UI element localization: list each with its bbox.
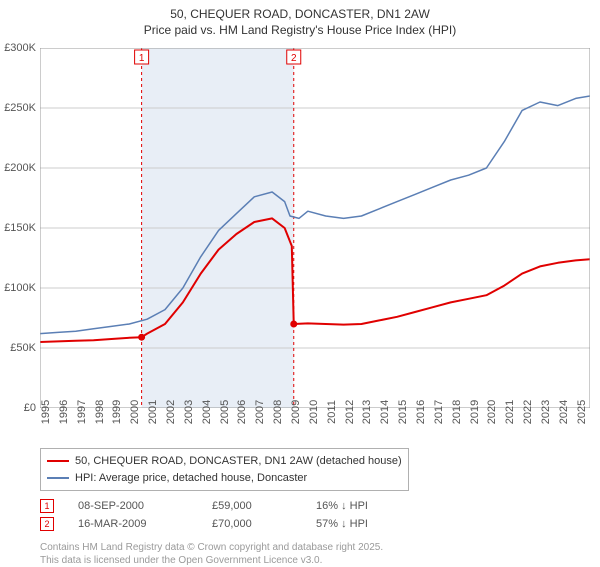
- sale-diff: 57% ↓ HPI: [316, 518, 416, 530]
- title-address: 50, CHEQUER ROAD, DONCASTER, DN1 2AW: [0, 6, 600, 22]
- title-subtitle: Price paid vs. HM Land Registry's House …: [0, 22, 600, 38]
- legend-label: HPI: Average price, detached house, Donc…: [75, 470, 307, 487]
- y-tick-label: £0: [0, 402, 36, 414]
- footer-line-2: This data is licensed under the Open Gov…: [40, 554, 590, 567]
- series-hpi: [40, 96, 590, 334]
- svg-text:1: 1: [139, 53, 145, 64]
- x-tick-label: 1997: [76, 400, 88, 424]
- x-tick-label: 2017: [433, 400, 445, 424]
- x-tick-label: 2023: [540, 400, 552, 424]
- sale-date: 08-SEP-2000: [78, 500, 188, 512]
- line-chart: 12: [40, 48, 590, 408]
- footer-attribution: Contains HM Land Registry data © Crown c…: [40, 541, 590, 567]
- sale-price: £70,000: [212, 518, 292, 530]
- legend-swatch: [47, 477, 69, 479]
- sale-diff: 16% ↓ HPI: [316, 500, 416, 512]
- legend-item: 50, CHEQUER ROAD, DONCASTER, DN1 2AW (de…: [47, 453, 402, 470]
- chart-area: £0£50K£100K£150K£200K£250K£300K 12 19951…: [40, 48, 590, 408]
- x-tick-label: 2009: [290, 400, 302, 424]
- sale-marker: 2: [40, 517, 54, 531]
- sale-dot: [138, 334, 145, 341]
- event-marker: 1: [135, 50, 149, 64]
- y-tick-label: £100K: [0, 282, 36, 294]
- x-tick-label: 2019: [469, 400, 481, 424]
- sale-dot: [290, 321, 297, 328]
- sale-date: 16-MAR-2009: [78, 518, 188, 530]
- x-tick-label: 2020: [486, 400, 498, 424]
- x-tick-label: 2013: [361, 400, 373, 424]
- series-price_paid: [40, 218, 590, 342]
- x-tick-label: 2010: [308, 400, 320, 424]
- y-tick-label: £200K: [0, 162, 36, 174]
- sales-table: 1 08-SEP-2000 £59,000 16% ↓ HPI 2 16-MAR-2009…: [40, 497, 590, 533]
- legend-swatch: [47, 460, 69, 462]
- x-tick-label: 1995: [40, 400, 52, 424]
- x-tick-label: 2022: [522, 400, 534, 424]
- x-tick-label: 2015: [397, 400, 409, 424]
- x-tick-label: 1999: [111, 400, 123, 424]
- x-tick-label: 2003: [183, 400, 195, 424]
- sale-row: 1 08-SEP-2000 £59,000 16% ↓ HPI: [40, 497, 590, 515]
- y-tick-label: £300K: [0, 42, 36, 54]
- x-tick-label: 2021: [504, 400, 516, 424]
- x-tick-label: 2016: [415, 400, 427, 424]
- x-tick-label: 2001: [147, 400, 159, 424]
- sale-price: £59,000: [212, 500, 292, 512]
- x-tick-label: 2025: [576, 400, 588, 424]
- x-tick-label: 1996: [58, 400, 70, 424]
- x-tick-label: 2008: [272, 400, 284, 424]
- x-axis: 1995199619971998199920002001200220032004…: [40, 408, 590, 448]
- event-marker: 2: [287, 50, 301, 64]
- x-tick-label: 1998: [94, 400, 106, 424]
- x-tick-label: 2007: [254, 400, 266, 424]
- x-tick-label: 2005: [219, 400, 231, 424]
- x-tick-label: 2004: [201, 400, 213, 424]
- svg-text:2: 2: [291, 53, 297, 64]
- footer-line-1: Contains HM Land Registry data © Crown c…: [40, 541, 590, 554]
- y-axis: £0£50K£100K£150K£200K£250K£300K: [0, 48, 38, 408]
- x-tick-label: 2018: [451, 400, 463, 424]
- x-tick-label: 2006: [236, 400, 248, 424]
- legend: 50, CHEQUER ROAD, DONCASTER, DN1 2AW (de…: [40, 448, 409, 491]
- x-tick-label: 2014: [379, 400, 391, 424]
- y-tick-label: £50K: [0, 342, 36, 354]
- legend-label: 50, CHEQUER ROAD, DONCASTER, DN1 2AW (de…: [75, 453, 402, 470]
- y-tick-label: £250K: [0, 102, 36, 114]
- y-tick-label: £150K: [0, 222, 36, 234]
- legend-item: HPI: Average price, detached house, Donc…: [47, 470, 402, 487]
- x-tick-label: 2011: [326, 400, 338, 424]
- sale-marker: 1: [40, 499, 54, 513]
- x-tick-label: 2002: [165, 400, 177, 424]
- x-tick-label: 2012: [344, 400, 356, 424]
- sale-row: 2 16-MAR-2009 £70,000 57% ↓ HPI: [40, 515, 590, 533]
- x-tick-label: 2024: [558, 400, 570, 424]
- chart-title: 50, CHEQUER ROAD, DONCASTER, DN1 2AW Pri…: [0, 0, 600, 38]
- x-tick-label: 2000: [129, 400, 141, 424]
